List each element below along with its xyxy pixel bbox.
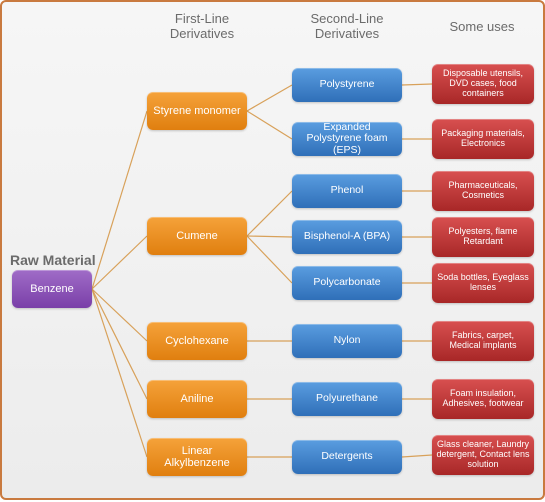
diagram-frame: First-LineDerivatives Second-LineDerivati… <box>0 0 545 500</box>
second-node-pu: Polyurethane <box>292 382 402 416</box>
root-node: Benzene <box>12 270 92 308</box>
first-node-aniline: Aniline <box>147 380 247 418</box>
first-node-lab: Linear Alkylbenzene <box>147 438 247 476</box>
second-node-nylon: Nylon <box>292 324 402 358</box>
second-node-bpa: Bisphenol-A (BPA) <box>292 220 402 254</box>
second-node-ps: Polystyrene <box>292 68 402 102</box>
first-node-cumene: Cumene <box>147 217 247 255</box>
use-node-0: Disposable utensils, DVD cases, food con… <box>432 64 534 104</box>
first-node-cyclo: Cyclohexane <box>147 322 247 360</box>
use-node-4: Soda bottles, Eyeglass lenses <box>432 263 534 303</box>
second-node-det: Detergents <box>292 440 402 474</box>
second-node-pc: Polycarbonate <box>292 266 402 300</box>
root-label: Raw Material <box>10 252 96 268</box>
use-node-7: Glass cleaner, Laundry detergent, Contac… <box>432 435 534 475</box>
second-node-phenol: Phenol <box>292 174 402 208</box>
use-node-3: Polyesters, flame Retardant <box>432 217 534 257</box>
second-node-eps: Expanded Polystyrene foam (EPS) <box>292 122 402 156</box>
use-node-1: Packaging materials, Electronics <box>432 119 534 159</box>
first-node-styrene: Styrene monomer <box>147 92 247 130</box>
use-node-5: Fabrics, carpet, Medical implants <box>432 321 534 361</box>
use-node-2: Pharmaceuticals, Cosmetics <box>432 171 534 211</box>
column-header: Some uses <box>432 20 532 35</box>
column-header: Second-LineDerivatives <box>292 12 402 42</box>
column-header: First-LineDerivatives <box>147 12 257 42</box>
use-node-6: Foam insulation, Adhesives, footwear <box>432 379 534 419</box>
